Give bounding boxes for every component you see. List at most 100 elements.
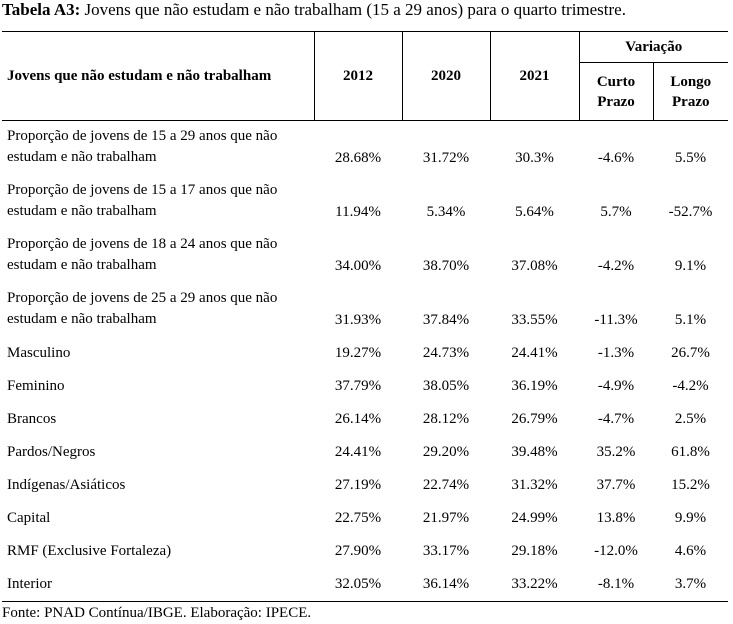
row-label-cell: Capital: [7, 510, 51, 526]
table-header: Jovens que não estudam e não trabalham 2…: [2, 31, 729, 121]
value-2020-cell: 21.97%: [422, 510, 470, 526]
short-term-variation-cell: 37.7%: [596, 477, 636, 493]
value-2021-cell: 24.41%: [511, 345, 558, 361]
row-label-cell: Proporção de jovens de 15 a 29 anos que …: [7, 128, 278, 165]
value-2020-cell: 22.74%: [422, 477, 470, 493]
row-label-cell: Proporção de jovens de 15 a 17 anos que …: [7, 182, 278, 219]
value-2012-cell: 26.14%: [334, 411, 382, 427]
short-term-variation-cell: -4.6%: [597, 150, 635, 166]
row-label-cell: Masculino: [7, 345, 71, 361]
long-term-variation-cell: 61.8%: [671, 444, 710, 460]
table-row: Feminino 37.79% 38.05% 36.19% -4.9% -4.2%: [2, 370, 728, 403]
row-label-cell: RMF (Exclusive Fortaleza): [7, 543, 172, 559]
table-row: Masculino 19.27% 24.73% 24.41% -1.3% 26.7%: [2, 337, 728, 370]
header-short-line1: Curto: [596, 73, 636, 90]
long-term-variation-cell: 5.1%: [674, 312, 707, 328]
value-2012-cell: 11.94%: [335, 204, 381, 220]
table-row: Proporção de jovens de 15 a 17 anos que …: [2, 175, 728, 229]
header-year-2020: 2020: [402, 31, 491, 121]
short-term-variation-cell: -4.9%: [597, 378, 635, 394]
short-term-variation-cell: -12.0%: [594, 543, 638, 559]
header-variation: Variação: [579, 31, 729, 63]
value-2012-cell: 34.00%: [334, 258, 382, 274]
value-2012-cell: 37.79%: [334, 378, 382, 394]
short-term-variation-cell: -4.7%: [597, 411, 635, 427]
value-2012-cell: 19.27%: [334, 345, 382, 361]
value-2020-cell: 38.05%: [422, 378, 470, 394]
value-2020-cell: 31.72%: [422, 150, 470, 166]
value-2020-cell: 36.14%: [402, 568, 490, 602]
value-2020-cell: 37.84%: [422, 312, 470, 328]
value-2021-cell: 26.79%: [511, 411, 558, 427]
value-2012-cell: 27.19%: [334, 477, 382, 493]
long-term-variation-cell: 9.9%: [674, 510, 707, 526]
header-year-2021: 2021: [490, 31, 580, 121]
value-2020-cell: 5.34%: [426, 204, 466, 220]
long-term-variation-cell: 2.5%: [674, 411, 707, 427]
short-term-variation-cell: -8.1%: [579, 568, 653, 602]
table-row: Pardos/Negros 24.41% 29.20% 39.48% 35.2% 61.8…: [2, 436, 728, 469]
header-row-label: Jovens que não estudam e não trabalham: [2, 31, 315, 121]
table-caption: Tabela A3: Jovens que não estudam e não …: [2, 0, 626, 20]
value-2021-cell: 31.32%: [511, 477, 558, 493]
header-short-line2: Prazo: [597, 93, 635, 110]
row-label-cell: Indígenas/Asiáticos: [7, 477, 126, 493]
header-long-term: Longo Prazo: [653, 62, 729, 121]
value-2020-cell: 38.70%: [422, 258, 470, 274]
value-2021-cell: 36.19%: [511, 378, 558, 394]
table-row: Capital 22.75% 21.97% 24.99% 13.8% 9.9%: [2, 502, 728, 535]
value-2021-cell: 30.3%: [515, 150, 554, 166]
table-row: Proporção de jovens de 15 a 29 anos que …: [2, 121, 728, 176]
table-row: RMF (Exclusive Fortaleza) 27.90% 33.17% 29.…: [2, 535, 728, 568]
table-row: Indígenas/Asiáticos 27.19% 22.74% 31.32% 37.…: [2, 469, 728, 502]
value-2021-cell: 33.22%: [490, 568, 579, 602]
value-2020-cell: 33.17%: [422, 543, 470, 559]
short-term-variation-cell: -4.2%: [597, 258, 635, 274]
value-2012-cell: 31.93%: [334, 312, 382, 328]
long-term-variation-cell: 9.1%: [674, 258, 707, 274]
table-body: Proporção de jovens de 15 a 29 anos que …: [2, 121, 729, 602]
value-2021-cell: 37.08%: [511, 258, 558, 274]
row-label-cell: Proporção de jovens de 25 a 29 anos que …: [7, 290, 278, 327]
table-row: Brancos 26.14% 28.12% 26.79% -4.7% 2.5%: [2, 403, 728, 436]
table-source-note: Fonte: PNAD Contínua/IBGE. Elaboração: I…: [2, 605, 312, 621]
long-term-variation-cell: -52.7%: [668, 204, 713, 220]
value-2021-cell: 33.55%: [511, 312, 558, 328]
long-term-variation-cell: 5.5%: [674, 150, 707, 166]
value-2012-cell: 27.90%: [334, 543, 382, 559]
table-row: Interior 32.05% 36.14% 33.22% -8.1% 3.7%: [2, 568, 729, 602]
value-2021-cell: 5.64%: [515, 204, 554, 220]
header-short-term: Curto Prazo: [579, 62, 654, 121]
long-term-variation-cell: 15.2%: [671, 477, 710, 493]
value-2020-cell: 29.20%: [422, 444, 470, 460]
value-2012-cell: 22.75%: [334, 510, 382, 526]
long-term-variation-cell: -4.2%: [672, 378, 709, 394]
short-term-variation-cell: -1.3%: [597, 345, 635, 361]
short-term-variation-cell: 13.8%: [596, 510, 636, 526]
table-row: Proporção de jovens de 25 a 29 anos que …: [2, 283, 728, 337]
row-label-cell: Pardos/Negros: [7, 444, 96, 460]
value-2012-cell: 28.68%: [334, 150, 382, 166]
long-term-variation-cell: 26.7%: [671, 345, 710, 361]
table-row: Proporção de jovens de 18 a 24 anos que …: [2, 229, 728, 283]
table-caption-label: Tabela A3:: [2, 0, 81, 19]
value-2012-cell: 32.05%: [314, 568, 402, 602]
long-term-variation-cell: 3.7%: [653, 568, 729, 602]
short-term-variation-cell: 35.2%: [596, 444, 636, 460]
row-label-cell: Interior: [2, 568, 314, 602]
value-2021-cell: 39.48%: [511, 444, 558, 460]
row-label-cell: Feminino: [7, 378, 65, 394]
row-label-cell: Proporção de jovens de 18 a 24 anos que …: [7, 236, 278, 273]
table-caption-text: Jovens que não estudam e não trabalham (…: [80, 0, 626, 19]
row-label-cell: Brancos: [7, 411, 57, 427]
value-2021-cell: 24.99%: [511, 510, 558, 526]
header-long-line2: Prazo: [672, 93, 710, 110]
header-long-line1: Longo: [670, 73, 712, 90]
header-year-2012: 2012: [314, 31, 403, 121]
value-2021-cell: 29.18%: [511, 543, 558, 559]
value-2012-cell: 24.41%: [334, 444, 382, 460]
value-2020-cell: 24.73%: [422, 345, 470, 361]
data-table: Jovens que não estudam e não trabalham 2…: [2, 31, 729, 602]
value-2020-cell: 28.12%: [422, 411, 470, 427]
short-term-variation-cell: -11.3%: [594, 312, 638, 328]
